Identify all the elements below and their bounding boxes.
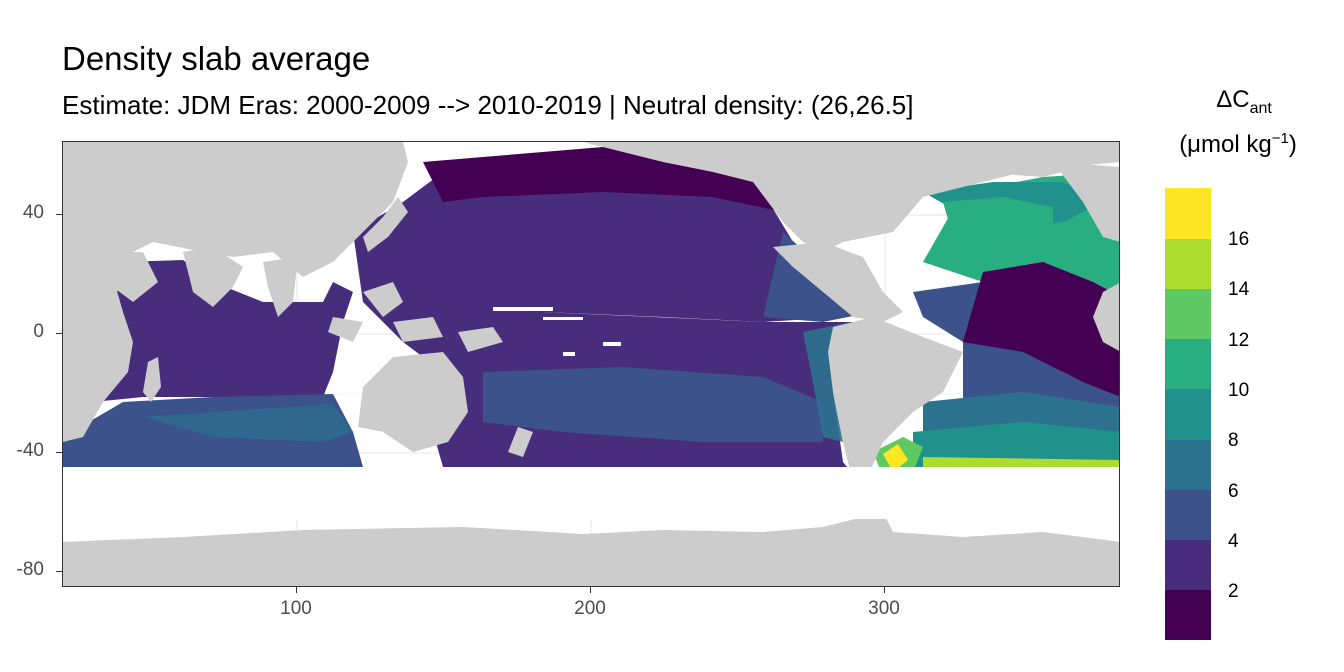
- x-tick-100: 100: [280, 598, 312, 619]
- y-tick-mark: [56, 214, 62, 215]
- legend-unit-sup: −1: [1271, 129, 1289, 147]
- legend-color-bin: [1165, 188, 1211, 239]
- legend-color-bin: [1165, 539, 1211, 591]
- legend-color-bin: [1165, 288, 1211, 340]
- map-panel: [62, 141, 1120, 587]
- y-tick-mark: [56, 333, 62, 334]
- legend-unit-pre: (μmol kg: [1179, 130, 1272, 158]
- legend-title-sub: ant: [1249, 99, 1272, 117]
- land-masses: [63, 142, 1119, 586]
- legend-color-bin: [1165, 589, 1211, 641]
- x-tick-mark: [884, 587, 885, 593]
- y-tick-minus-80: -80: [16, 559, 44, 580]
- y-tick-minus-40: -40: [16, 440, 44, 461]
- legend-label: 16: [1228, 229, 1250, 250]
- plot-subtitle: Estimate: JDM Eras: 2000-2009 --> 2010-2…: [62, 90, 914, 120]
- legend-title-main: ΔC: [1216, 86, 1250, 113]
- legend-title: ΔCant (μmol kg−1): [1160, 88, 1320, 157]
- legend-unit-post: ): [1288, 130, 1297, 158]
- y-tick-0: 0: [33, 321, 44, 342]
- missing-streaks: [63, 307, 1119, 519]
- legend-color-bin: [1165, 439, 1211, 490]
- x-tick-300: 300: [868, 598, 900, 619]
- legend-label: 8: [1228, 430, 1239, 451]
- map-svg: [63, 142, 1119, 586]
- x-tick-mark: [590, 587, 591, 593]
- legend-label: 2: [1228, 581, 1239, 602]
- ocean-values: [63, 147, 1119, 487]
- plot-title: Density slab average: [62, 40, 371, 77]
- legend-color-bin: [1165, 338, 1211, 390]
- x-tick-200: 200: [574, 598, 606, 619]
- legend-colorbar: [1165, 188, 1211, 641]
- legend-color-bin: [1165, 238, 1211, 289]
- legend-label: 4: [1228, 531, 1239, 552]
- y-tick-mark: [56, 571, 62, 572]
- legend-label: 14: [1228, 279, 1250, 300]
- legend-label: 12: [1228, 330, 1250, 351]
- x-tick-mark: [296, 587, 297, 593]
- legend-label: 6: [1228, 481, 1239, 502]
- legend-color-bin: [1165, 489, 1211, 541]
- legend-label: 10: [1228, 380, 1250, 401]
- y-tick-40: 40: [22, 202, 44, 223]
- y-tick-mark: [56, 452, 62, 453]
- legend-color-bin: [1165, 388, 1211, 440]
